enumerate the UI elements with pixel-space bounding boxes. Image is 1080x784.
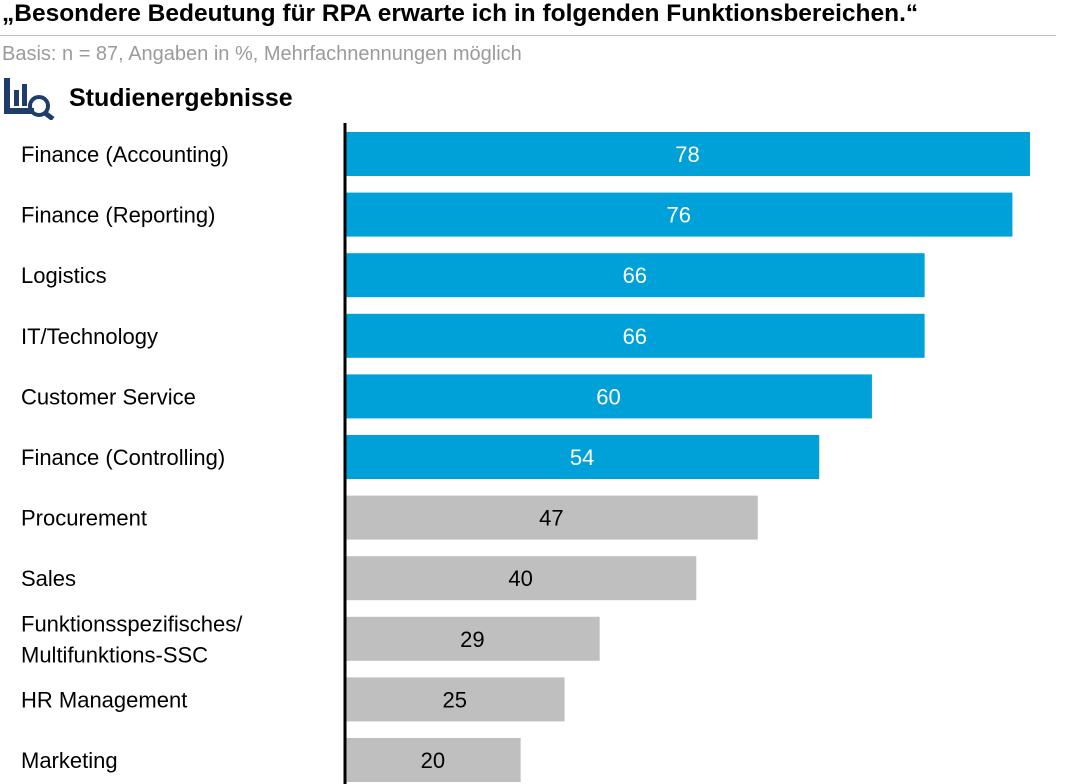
bar (345, 738, 521, 782)
category-label: Customer Service (21, 384, 196, 409)
category-label: HR Management (21, 687, 187, 712)
category-label: Sales (21, 566, 76, 591)
bar (345, 677, 565, 722)
bar-value-label: 66 (623, 263, 647, 288)
bar-value-label: 47 (539, 506, 563, 531)
chart-subtitle: Basis: n = 87, Angaben in %, Mehrfachnen… (2, 43, 522, 65)
bar (345, 374, 872, 419)
bar-value-label: 78 (675, 142, 699, 167)
category-label: Finance (Controlling) (21, 445, 225, 470)
category-label: Funktionsspezifisches/Multifunktions-SSC (21, 611, 243, 667)
bar-value-label: 20 (421, 748, 445, 773)
bar-value-label: 76 (666, 203, 690, 228)
category-label: Marketing (21, 748, 118, 773)
bar-value-label: 40 (508, 566, 532, 591)
bar-value-label: 29 (460, 627, 484, 652)
bar (345, 132, 1030, 176)
category-label: Logistics (21, 263, 107, 288)
horizontal-bar-chart: 78 76 66 66 60 54 47 40 29 25 20 Finance (Accounti… (21, 123, 1030, 784)
bar (345, 435, 820, 479)
chart-search-icon (4, 78, 55, 120)
category-label: Finance (Reporting) (21, 203, 215, 228)
chart-title: „Besondere Bedeutung für RPA erwarte ich… (2, 0, 919, 27)
title-divider (0, 35, 1056, 36)
bar (345, 253, 925, 298)
category-label: Finance (Accounting) (21, 142, 229, 167)
bar (345, 616, 600, 661)
bar (345, 192, 1013, 237)
category-labels-group: Finance (Accounting) Finance (Reporting) L… (21, 142, 243, 773)
category-label: Procurement (21, 506, 147, 531)
bars-group: 78 76 66 66 60 54 47 40 29 25 20 (345, 132, 1030, 782)
category-label: IT/Technology (21, 324, 158, 349)
bar (345, 495, 758, 540)
bar-value-label: 60 (596, 384, 620, 409)
bar-value-label: 54 (570, 445, 594, 470)
bar-value-label: 25 (443, 687, 467, 712)
bar (345, 556, 697, 601)
section-title: Studienergebnisse (69, 84, 293, 112)
bar (345, 313, 925, 358)
bar-value-label: 66 (623, 324, 647, 349)
